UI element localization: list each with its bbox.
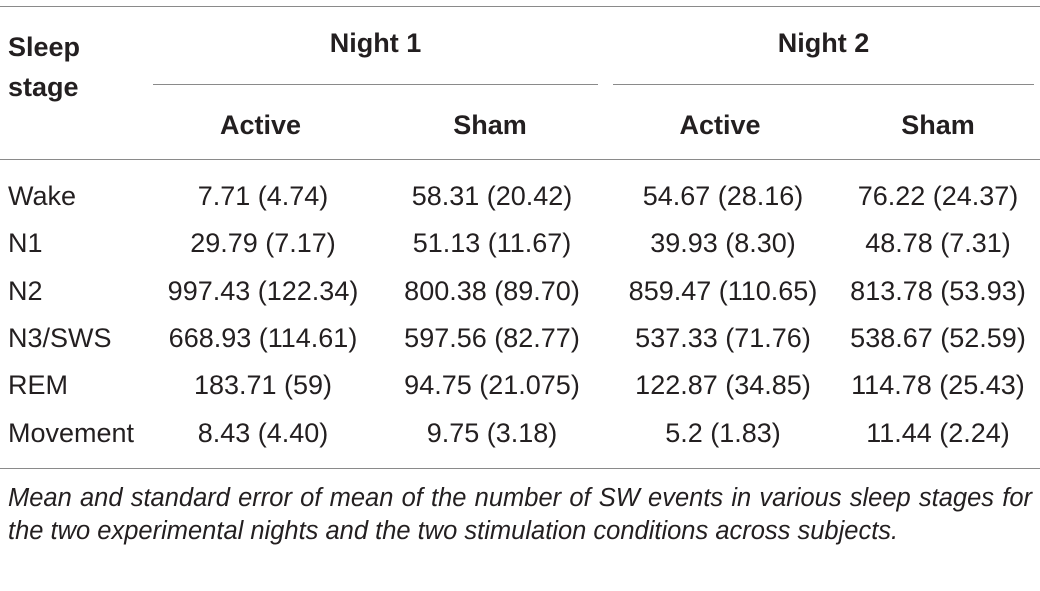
- row-stage-label: N3/SWS: [8, 323, 112, 353]
- table-cell: 9.75 (3.18): [426, 418, 558, 448]
- table-cell: 11.44 (2.24): [866, 418, 1010, 448]
- table-cell: 76.22 (24.37): [857, 181, 1019, 211]
- table-cell: 58.31 (20.42): [411, 181, 573, 211]
- table-cell: 183.71 (59): [193, 370, 333, 400]
- table-cell: 597.56 (82.77): [404, 323, 580, 353]
- table-cell: 538.67 (52.59): [850, 323, 1026, 353]
- table-cell: 54.67 (28.16): [642, 181, 804, 211]
- night1-sham-header: Sham: [453, 110, 527, 140]
- table-cell: 51.13 (11.67): [412, 228, 572, 258]
- sleep-stage-header: Sleep stage: [8, 32, 81, 102]
- night1-active-header: Active: [219, 110, 302, 140]
- table-cell: 29.79 (7.17): [190, 228, 336, 258]
- table-cell: 859.47 (110.65): [628, 276, 818, 306]
- night1-header: Night 1: [329, 28, 422, 58]
- table-top-rule: [0, 6, 1040, 7]
- table-cell: 94.75 (21.075): [404, 370, 580, 400]
- table-cell: 800.38 (89.70): [404, 276, 580, 306]
- row-stage-label: REM: [8, 370, 68, 400]
- table-cell: 7.71 (4.74): [197, 181, 329, 211]
- table-bottom-rule: [0, 468, 1040, 469]
- night2-sham-header: Sham: [901, 110, 975, 140]
- table-cell: 48.78 (7.31): [865, 228, 1011, 258]
- table-cell: 122.87 (34.85): [635, 370, 811, 400]
- table-caption: Mean and standard error of mean of the n…: [8, 484, 1032, 545]
- row-stage-label: Wake: [8, 181, 77, 211]
- row-stage-label: N2: [8, 276, 43, 306]
- table-cell: 668.93 (114.61): [168, 323, 358, 353]
- row-stage-label: N1: [8, 228, 43, 258]
- table-cell: 813.78 (53.93): [850, 276, 1026, 306]
- night2-active-header: Active: [679, 110, 761, 140]
- table-cell: 537.33 (71.76): [635, 323, 811, 353]
- night2-group-rule: [613, 84, 1034, 85]
- table-cell: 114.78 (25.43): [851, 370, 1025, 400]
- table-cell: 39.93 (8.30): [650, 228, 796, 258]
- row-stage-label: Movement: [8, 418, 135, 448]
- table-cell: 997.43 (122.34): [167, 276, 359, 306]
- table-cell: 5.2 (1.83): [665, 418, 781, 448]
- night1-group-rule: [153, 84, 598, 85]
- header-bottom-rule: [0, 159, 1040, 160]
- table-cell: 8.43 (4.40): [197, 418, 329, 448]
- night2-header: Night 2: [777, 28, 870, 58]
